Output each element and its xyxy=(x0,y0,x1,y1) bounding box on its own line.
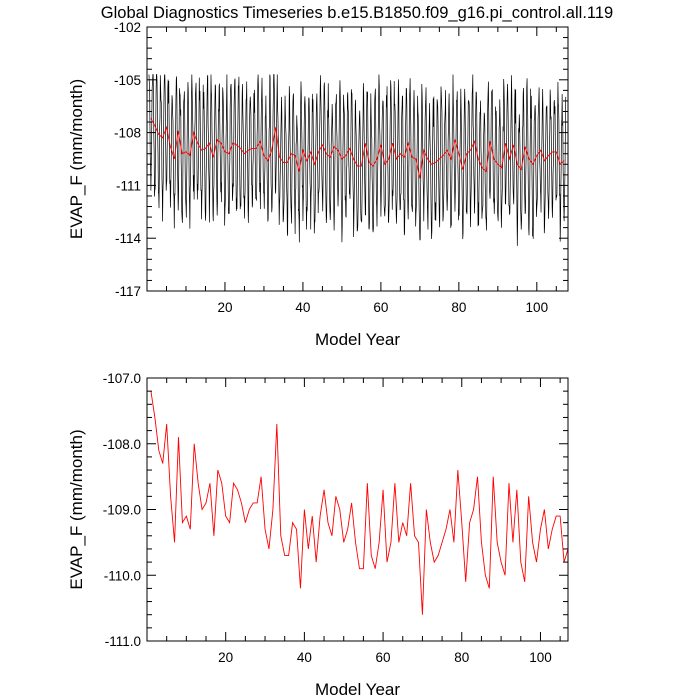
x-tick-label: 20 xyxy=(218,650,233,665)
monthly-series-line xyxy=(148,74,567,246)
x-axis-label: Model Year xyxy=(315,330,400,349)
plot-top: 20 40 60 80 100 -117 -114 -111 -108 -105 -102 Model… xyxy=(67,20,569,349)
y-tick-label: -109.0 xyxy=(103,503,141,518)
x-tick-label: 60 xyxy=(376,650,391,665)
x-tick-label: 40 xyxy=(295,300,310,315)
x-tick-label: 100 xyxy=(529,650,552,665)
annual-series-line xyxy=(150,118,565,179)
y-tick-label: -108 xyxy=(114,126,141,141)
annual-series-line xyxy=(150,391,569,615)
plot-bottom: 20 40 60 80 100 -111.0 -110.0 -109.0 -108.0 -107.… xyxy=(67,371,569,699)
y-tick-label: -102 xyxy=(114,20,141,35)
x-tick-label: 60 xyxy=(373,300,388,315)
y-axis-label: EVAP_F (mm/month) xyxy=(67,429,86,589)
y-tick-label: -108.0 xyxy=(103,437,141,452)
y-axis-label: EVAP_F (mm/month) xyxy=(67,79,86,239)
x-tick-label: 100 xyxy=(526,300,549,315)
y-tick-label: -114 xyxy=(115,231,142,246)
x-tick-label: 80 xyxy=(451,300,466,315)
y-tick-label: -105 xyxy=(114,73,141,88)
x-tick-label: 80 xyxy=(454,650,469,665)
y-tick-label: -117 xyxy=(115,284,141,299)
x-tick-label: 40 xyxy=(297,650,312,665)
plot-frame xyxy=(146,377,569,642)
chart-title: Global Diagnostics Timeseries b.e15.B185… xyxy=(101,4,613,22)
plot-frame xyxy=(146,26,569,292)
y-tick-label: -111 xyxy=(116,178,141,193)
x-tick-label: 20 xyxy=(217,300,232,315)
y-tick-label: -110.0 xyxy=(104,568,141,583)
y-tick-label: -107.0 xyxy=(103,371,141,386)
y-tick-label: -111.0 xyxy=(105,634,141,649)
x-axis-label: Model Year xyxy=(315,680,400,699)
